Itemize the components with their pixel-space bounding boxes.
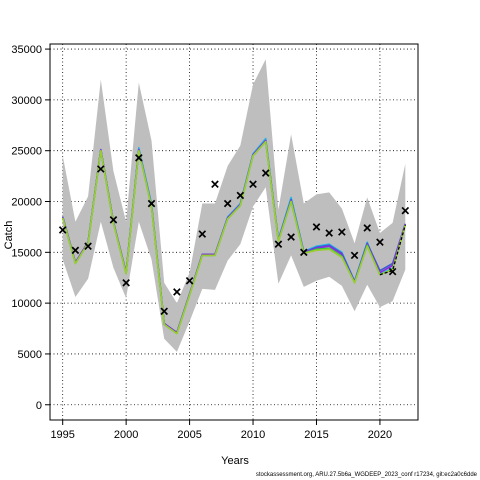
observed-point-stroke [299,248,308,257]
x-tick-label: 2005 [177,429,201,441]
observed-point-stroke [84,242,92,251]
observed-point-stroke [211,180,219,189]
confidence-band-layer [62,59,406,352]
observed-point [58,226,67,234]
observed-point [287,233,295,241]
observed-point-stroke [338,228,346,236]
observed-point [211,180,219,189]
observed-point [84,242,92,251]
observed-point [71,246,80,255]
observed-point-stroke [249,180,257,189]
observed-point-stroke [388,267,397,276]
observed-point [299,248,308,257]
observed-point-stroke [376,238,384,246]
observed-point-stroke [160,307,169,316]
y-tick-label: 10000 [11,298,42,310]
y-axis-title: Catch [3,221,15,250]
observed-point [325,229,333,237]
observed-point-stroke [198,230,207,238]
observed-point [109,216,118,224]
observed-point-stroke [350,251,359,260]
observed-point [376,238,384,246]
x-tick-label: 1995 [50,429,74,441]
observed-point [274,240,283,248]
observed-point-stroke [325,229,333,237]
x-tick-label: 2020 [368,429,392,441]
x-tick-label: 2010 [241,429,265,441]
observed-point [401,206,410,215]
observed-point [198,230,207,238]
observed-point-stroke [122,279,130,287]
footer-note: stockassessment.org, ARU.27.5b6a_WGDEEP_… [255,472,477,478]
x-axis-title: Years [221,455,249,467]
observed-point [236,191,245,200]
confidence-band [62,59,406,352]
observed-point-stroke [312,223,321,231]
y-tick-label: 30000 [11,95,42,107]
y-tick-label: 20000 [11,197,42,209]
observed-point-stroke [185,276,194,285]
observed-point-stroke [223,199,232,208]
observed-point [223,199,232,208]
y-axis: 0 5000 10000 15000 20000 25000 30000 35000 [11,44,50,412]
observed-point-stroke [147,199,156,208]
observed-point [312,223,321,231]
observed-points-layer [58,154,410,316]
y-tick-label: 5000 [18,349,42,361]
y-tick-label: 25000 [11,146,42,158]
observed-point-stroke [109,216,118,224]
observed-point-stroke [71,246,80,255]
observed-point [338,228,346,236]
observed-point-stroke [96,165,105,173]
observed-point [122,279,130,287]
observed-point-stroke [173,288,181,296]
x-axis: 1995 2000 2005 2010 2015 2020 [50,420,392,441]
x-tick-label: 2000 [114,429,138,441]
series-layer [61,137,407,335]
observed-point [249,180,257,189]
observed-point [350,251,359,260]
observed-point-stroke [363,224,372,232]
observed-point [160,307,169,316]
observed-point [363,224,372,232]
observed-point [147,199,156,208]
observed-point-stroke [287,233,295,241]
plot-frame [49,43,419,421]
estimate-line [61,140,407,335]
observed-point [185,276,194,285]
observed-point [173,288,181,296]
y-tick-label: 0 [36,400,42,412]
x-tick-label: 2015 [304,429,328,441]
y-tick-label: 35000 [11,44,42,56]
observed-point [261,169,270,177]
observed-point-stroke [236,191,245,200]
observed-point [388,267,397,276]
observed-point-stroke [58,226,67,234]
observed-point-stroke [274,240,283,248]
observed-point [135,154,143,162]
observed-point-stroke [261,169,270,177]
y-tick-label: 15000 [11,247,42,259]
observed-point [96,165,105,173]
observed-point-stroke [135,154,143,162]
observed-point-stroke [401,206,410,215]
